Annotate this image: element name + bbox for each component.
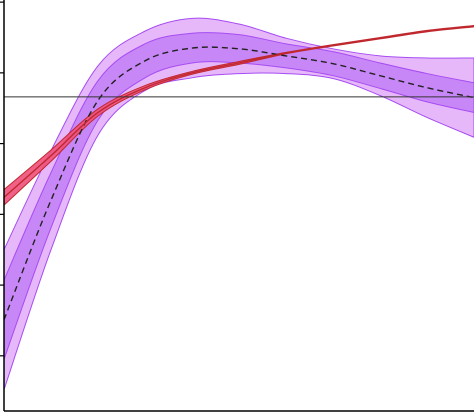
confidence-band bbox=[3, 17, 474, 390]
mean-line bbox=[3, 25, 474, 198]
mean-line bbox=[3, 46, 474, 321]
